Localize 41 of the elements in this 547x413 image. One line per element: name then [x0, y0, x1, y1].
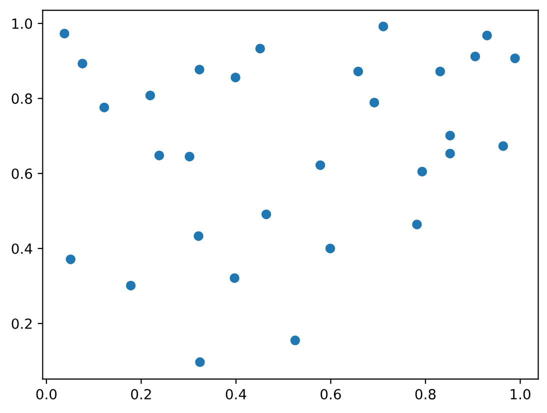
point: [290, 336, 300, 346]
point: [194, 231, 204, 241]
point: [66, 254, 76, 264]
x-tick-label: 0.0: [36, 388, 57, 400]
point: [445, 130, 455, 140]
point: [184, 152, 194, 162]
point: [230, 273, 240, 283]
point: [378, 22, 388, 32]
x-tick-label: 0.2: [131, 388, 151, 400]
point: [445, 148, 455, 158]
point: [482, 30, 492, 40]
point: [145, 90, 156, 100]
point: [498, 141, 508, 151]
x-tick-label: 1.0: [510, 388, 530, 400]
point: [230, 72, 240, 82]
point: [261, 209, 272, 220]
point: [126, 280, 136, 290]
x-tick-label: 0.4: [226, 388, 246, 400]
point: [412, 220, 422, 230]
point: [255, 44, 265, 54]
y-tick-label: 0.2: [12, 318, 32, 329]
point: [315, 160, 326, 170]
point: [154, 150, 164, 160]
point: [195, 357, 205, 367]
x-tick-label: 0.6: [320, 388, 341, 400]
point: [60, 28, 70, 38]
point: [510, 53, 520, 64]
point: [435, 66, 446, 76]
point: [417, 166, 428, 176]
point: [99, 102, 110, 112]
point: [369, 98, 380, 108]
point: [325, 244, 336, 254]
y-tick-label: 0.4: [12, 243, 32, 254]
x-tick-label: 0.8: [415, 388, 436, 400]
point: [78, 58, 88, 68]
point: [470, 52, 480, 62]
point: [194, 64, 204, 74]
y-tick-label: 0.8: [12, 93, 32, 104]
y-tick-label: 1.0: [12, 18, 32, 29]
y-tick-label: 0.6: [12, 168, 32, 179]
point: [353, 66, 364, 76]
